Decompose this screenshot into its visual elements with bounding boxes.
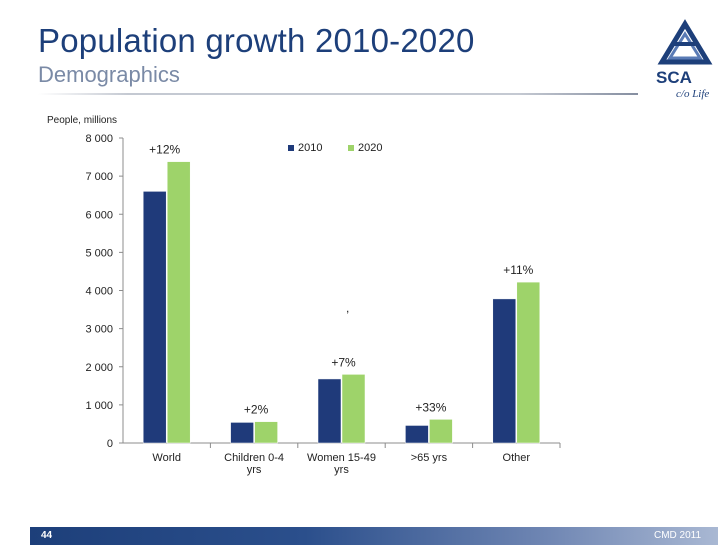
growth-annotation: +11% [503, 263, 533, 277]
growth-annotation: +7% [331, 355, 356, 369]
bar-2020 [516, 281, 541, 444]
bar-2020 [254, 421, 278, 444]
sca-logo-icon [657, 19, 713, 65]
bar-2020 [166, 161, 191, 444]
bar-2010 [492, 298, 517, 444]
slide-subtitle: Demographics [38, 62, 180, 87]
y-tick-label: 3 000 [85, 324, 113, 336]
y-tick-label: 2 000 [85, 362, 113, 374]
legend-swatch-2020 [348, 145, 354, 151]
growth-annotation: +33% [415, 400, 446, 414]
footer-text: CMD 2011 [654, 530, 702, 541]
footer-bar [30, 527, 718, 545]
legend-swatch-2010 [288, 145, 294, 151]
bar-2020 [429, 419, 453, 444]
legend-label-2020: 2020 [358, 142, 382, 154]
x-tick-label: Other [503, 452, 531, 464]
x-tick-label: Women 15-49 [307, 452, 376, 464]
y-tick-label: 5 000 [85, 247, 113, 259]
legend-label-2010: 2010 [298, 142, 322, 154]
logo-tagline: c/o Life [676, 88, 710, 100]
bar-2010 [405, 425, 429, 444]
bar-2010 [230, 422, 254, 444]
y-tick-label: 4 000 [85, 286, 113, 298]
x-tick-label: Children 0-4 [224, 452, 284, 464]
y-tick-label: 0 [107, 438, 113, 450]
x-tick-label: yrs [247, 464, 262, 476]
page-number: 44 [41, 530, 53, 541]
x-tick-label: World [152, 452, 181, 464]
growth-annotation: +2% [244, 403, 269, 417]
y-tick-label: 8 000 [85, 133, 113, 145]
y-axis-label: People, millions [47, 115, 118, 126]
bar-2010 [317, 378, 342, 444]
logo-text: SCA [656, 68, 692, 87]
y-tick-label: 1 000 [85, 400, 113, 412]
y-tick-label: 6 000 [85, 209, 113, 221]
bar-2020 [341, 374, 366, 444]
stray-mark: , [346, 301, 349, 315]
x-tick-label: >65 yrs [411, 452, 448, 464]
y-tick-label: 7 000 [85, 171, 113, 183]
growth-annotation: +12% [149, 143, 180, 157]
bar-2010 [142, 191, 167, 444]
title-divider [38, 93, 638, 95]
x-tick-label: yrs [334, 464, 349, 476]
slide-title: Population growth 2010-2020 [38, 22, 475, 59]
